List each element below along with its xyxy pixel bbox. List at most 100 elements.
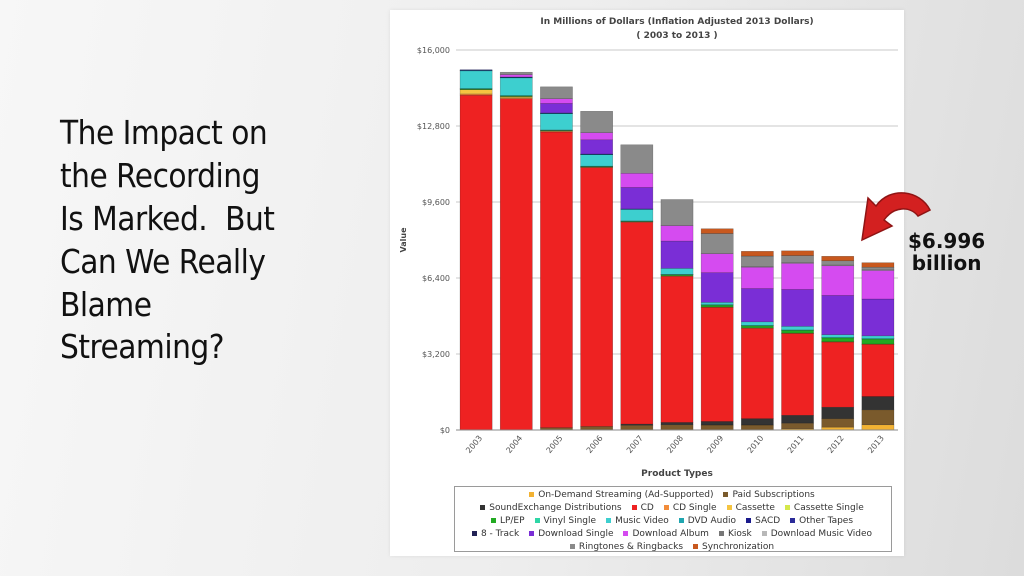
bar-segment: [741, 266, 774, 289]
legend-label: Ringtones & Ringbacks: [578, 542, 684, 552]
x-tick-label: 2004: [504, 434, 524, 455]
legend-label: Vinyl Single: [543, 516, 597, 526]
legend-swatch: [623, 531, 629, 536]
legend-label: Music Video: [615, 516, 669, 526]
x-tick-label: 2008: [665, 434, 685, 455]
title-line: Blame: [60, 284, 152, 324]
bar-segment: [660, 422, 694, 426]
legend-swatch: [471, 531, 477, 536]
bar-segment: [821, 341, 855, 408]
legend-label: CD Single: [672, 503, 717, 513]
bar-segment: [741, 328, 774, 419]
bar-segment: [700, 424, 734, 431]
legend-label: 8 - Track: [480, 529, 520, 539]
bar-segment: [861, 344, 895, 397]
legend-swatch: [718, 531, 724, 536]
legend-entry: Cassette Single: [784, 502, 864, 515]
callout-amount: $6.996: [908, 229, 986, 253]
stacked-bar-chart: In Millions of Dollars (Inflation Adjust…: [399, 17, 898, 479]
legend-entry: Other Tapes: [790, 515, 853, 528]
bar-segment: [700, 421, 734, 426]
legend-entry: Paid Subscriptions: [723, 489, 815, 502]
title-line: Can We Really: [60, 241, 266, 281]
bar-segment: [620, 425, 654, 431]
bar-segment: [821, 334, 855, 338]
legend-label: SACD: [755, 516, 781, 526]
y-tick-label: $3,200: [422, 350, 450, 359]
bar-segment: [660, 199, 694, 226]
x-tick-label: 2007: [625, 434, 645, 455]
bar-segment: [580, 132, 613, 141]
bar-segment: [660, 225, 694, 242]
y-tick-label: $9,600: [422, 198, 450, 207]
legend-entry: Synchronization: [693, 541, 774, 554]
legend-swatch: [726, 505, 732, 510]
slide-title: The Impact on the Recording Is Marked. B…: [60, 112, 380, 369]
legend-entry: SoundExchange Distributions: [480, 502, 622, 515]
legend-swatch: [606, 518, 612, 523]
x-tick-label: 2012: [826, 434, 846, 455]
legend-swatch: [480, 505, 486, 510]
bar-segment: [499, 77, 533, 96]
y-tick-label: $12,800: [417, 122, 450, 131]
bar-segment: [620, 208, 654, 222]
legend-entry: SACD: [746, 515, 780, 528]
bar-segment: [620, 187, 654, 210]
curved-arrow-icon: [861, 192, 932, 242]
bar-segment: [700, 302, 734, 305]
legend-entry: Vinyl Single: [534, 515, 597, 528]
bar-segment: [620, 221, 654, 425]
x-tick-label: 2013: [866, 434, 886, 455]
bar-segment: [861, 266, 895, 271]
bar-segment: [861, 298, 895, 337]
bar-segment: [660, 268, 694, 275]
title-line: Streaming?: [60, 327, 225, 367]
legend-swatch: [631, 505, 637, 510]
x-tick-label: 2006: [585, 434, 605, 455]
title-line: the Recording: [60, 155, 260, 195]
bar-segment: [540, 98, 573, 104]
legend-label: Download Album: [632, 529, 709, 539]
legend-label: Other Tapes: [799, 516, 854, 526]
bar-segment: [821, 260, 855, 266]
legend-entry: 8 - Track: [471, 528, 520, 541]
bar-segment: [540, 113, 573, 131]
legend-label: Paid Subscriptions: [732, 490, 815, 500]
legend-swatch: [529, 531, 535, 536]
bar-segment: [620, 144, 654, 174]
legend-label: Kiosk: [727, 529, 752, 539]
x-tick-label: 2009: [705, 434, 725, 455]
bar-segment: [499, 98, 533, 431]
legend-swatch: [569, 544, 575, 549]
bar-segment: [861, 396, 895, 411]
legend-entry: CD Single: [663, 502, 717, 515]
legend-label: CD: [640, 503, 654, 513]
bar-segment: [861, 262, 895, 268]
legend-entry: Kiosk: [718, 528, 752, 541]
legend-label: Download Single: [538, 529, 614, 539]
bar-segment: [781, 255, 814, 263]
legend-entry: On-Demand Streaming (Ad-Supported): [529, 489, 713, 502]
legend-swatch: [723, 492, 729, 497]
bar-segment: [781, 422, 814, 430]
bar-segment: [781, 333, 814, 416]
bar-segment: [741, 251, 774, 257]
legend-swatch: [529, 492, 535, 497]
legend-swatch: [790, 518, 796, 523]
bar-segment: [660, 276, 694, 423]
callout-unit: billion: [911, 251, 982, 275]
legend-swatch: [490, 518, 496, 523]
bar-segment: [821, 265, 855, 296]
chart-panel: In Millions of Dollars (Inflation Adjust…: [390, 10, 904, 556]
bar-segment: [580, 111, 613, 133]
legend-label: LP/EP: [499, 516, 525, 526]
bar-segment: [861, 338, 895, 345]
y-axis-label: Value: [399, 227, 408, 253]
bar-segment: [660, 240, 694, 269]
y-tick-label: $16,000: [417, 46, 450, 55]
legend-label: On-Demand Streaming (Ad-Supported): [538, 490, 714, 500]
bar-segment: [459, 70, 493, 89]
legend-swatch: [693, 544, 699, 549]
legend-entry: Download Music Video: [761, 528, 872, 541]
bar-segment: [861, 335, 895, 339]
